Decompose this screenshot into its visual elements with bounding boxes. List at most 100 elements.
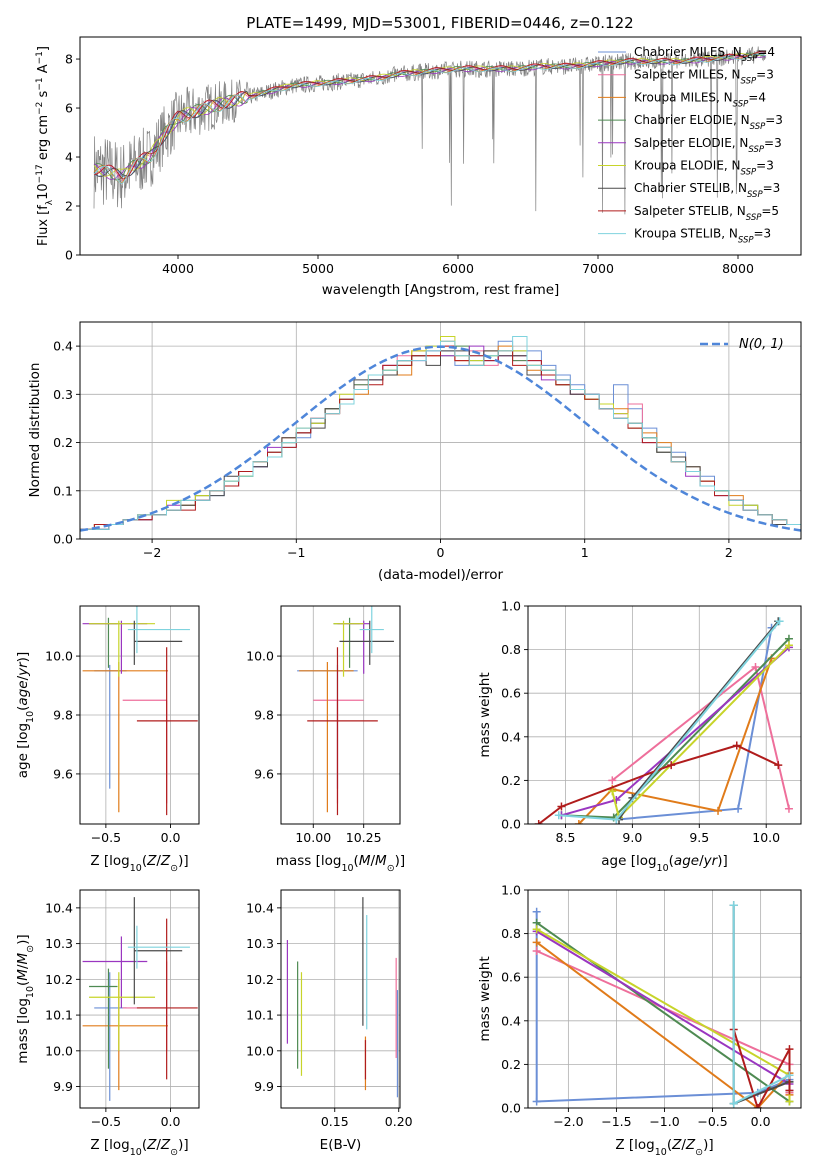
model-line <box>93 53 767 184</box>
data-point <box>775 617 784 626</box>
x-tick-label: 7000 <box>582 261 614 276</box>
axes-frame <box>527 889 802 1109</box>
legend-label-part: Salpeter MILES, N <box>634 68 741 82</box>
y-axis-label: mass [log10(M/M⊙)] <box>15 934 36 1063</box>
axis-label-part: Z <box>685 1137 696 1153</box>
y-axis-label: mass weight <box>477 672 493 757</box>
y-tick-label: 0.8 <box>501 926 521 941</box>
axes-frame <box>79 36 802 256</box>
axis-label-part: / <box>156 1137 161 1153</box>
legend-label: Kroupa MILES, NSSP=4 <box>634 90 766 109</box>
legend-label-part: SSP <box>742 54 758 64</box>
legend-label-part: SSP <box>733 99 749 109</box>
x-axis-label: E(B-V) <box>320 1137 362 1153</box>
axis-label-part: mass [log <box>276 853 342 869</box>
x-tick-label: 10.00 <box>295 830 331 845</box>
legend-label: Kroupa STELIB, NSSP=3 <box>634 227 771 246</box>
plot-area <box>286 897 399 1098</box>
plot-area <box>532 901 794 1108</box>
series-line <box>536 921 791 1104</box>
data-point <box>784 804 793 813</box>
legend-label: Chabrier STELIB, NSSP=3 <box>634 181 780 200</box>
x-tick-label: −1.0 <box>649 1114 679 1129</box>
plot-area <box>534 617 793 824</box>
legend-label-part: SSP <box>738 236 754 246</box>
axis-label-part: M <box>15 952 31 964</box>
y-tick-label: 10.2 <box>246 972 274 987</box>
x-tick-label: −2.0 <box>553 1114 583 1129</box>
axis-label-part: ⊙ <box>170 1147 178 1158</box>
x-tick-label: 5000 <box>302 261 334 276</box>
axis-label-part: ⊙ <box>170 863 178 874</box>
legend-label: Salpeter MILES, NSSP=3 <box>634 68 774 87</box>
legend-label-part: =3 <box>756 68 774 82</box>
y-tick-label: 6 <box>65 101 73 116</box>
legend-label: Salpeter ELODIE, NSSP=3 <box>634 136 782 155</box>
y-tick-label: 10.1 <box>246 1008 274 1023</box>
chart-age_vs_Z: −0.5 0.09.69.810.0Z [log10(Z/Z⊙)]age [log… <box>15 605 200 874</box>
y-tick-label: 10.0 <box>246 649 274 664</box>
data-point <box>785 1045 794 1054</box>
y-tick-label: 0.4 <box>501 729 521 744</box>
chart-mass_vs_EBV: 0.15 0.20 9.9 10.0 10.1 10.2 10.3 10.4 E(B-V) <box>246 889 413 1153</box>
x-tick-label: 2 <box>725 545 733 560</box>
axis-label-part: Z <box>146 853 157 869</box>
data-point <box>785 1071 794 1080</box>
x-tick-label: 0.0 <box>751 1114 771 1129</box>
legend-label: Chabrier ELODIE, NSSP=3 <box>634 113 783 132</box>
data-point <box>608 787 617 796</box>
y-axis-label: mass weight <box>477 956 493 1041</box>
y-tick-label: 0 <box>65 248 73 263</box>
axis-label-part: ] <box>36 46 51 51</box>
axis-label-part: −1 <box>35 51 45 64</box>
y-tick-label: 0.2 <box>501 1057 521 1072</box>
y-tick-label: 10.3 <box>45 936 73 951</box>
legend-label: N(0, 1) <box>739 337 784 352</box>
data-point <box>532 1097 541 1106</box>
y-tick-label: 0.2 <box>53 435 73 450</box>
axis-label-part: Flux [f <box>36 205 51 246</box>
legend-label-part: Kroupa ELODIE, N <box>634 159 741 173</box>
legend-label-part: =3 <box>764 136 782 150</box>
x-tick-label: 0.0 <box>161 1114 181 1129</box>
x-tick-label: 9.5 <box>689 830 709 845</box>
data-point <box>554 811 563 820</box>
axis-label-part: Z <box>160 853 171 869</box>
plot-area <box>297 606 394 816</box>
axis-label-part: age <box>15 680 31 705</box>
y-tick-label: 0.1 <box>53 483 73 498</box>
axis-label-part: )] <box>178 853 189 869</box>
y-tick-label: 9.9 <box>53 1079 73 1094</box>
axis-label-part: Z <box>146 1137 157 1153</box>
legend-label-part: SSP <box>750 122 766 132</box>
axis-label-part: )] <box>703 1137 714 1153</box>
y-tick-label: 1.0 <box>501 599 521 614</box>
axis-label-part: / <box>15 675 31 680</box>
y-axis-label: age [log10(age/yr)] <box>15 652 36 778</box>
x-tick-label: 10.25 <box>346 830 382 845</box>
legend-label-part: =3 <box>765 113 783 127</box>
axis-label-part: age [log <box>15 723 31 778</box>
axis-label-part: yr <box>15 661 31 677</box>
data-point <box>785 1086 794 1095</box>
data-point <box>557 802 566 811</box>
y-tick-label: 0.6 <box>501 686 521 701</box>
data-point <box>532 947 541 956</box>
legend-label-part: Salpeter STELIB, N <box>634 204 746 218</box>
axis-label-part: 10 <box>657 863 669 874</box>
y-tick-label: 0.4 <box>501 1013 521 1028</box>
x-tick-label: 1 <box>581 545 589 560</box>
axes-frame <box>280 605 401 825</box>
axis-label-part: 10 <box>25 711 36 723</box>
y-axis-label: Normed distribution <box>27 363 43 498</box>
series-line <box>558 620 781 821</box>
y-tick-label: 10.1 <box>45 1008 73 1023</box>
axis-label-part: ( <box>667 1137 672 1153</box>
axis-label-part: Z [log <box>615 1137 654 1153</box>
x-tick-label: 0 <box>437 545 445 560</box>
x-tick-label: −0.5 <box>91 1114 121 1129</box>
axis-label-part: ( <box>15 981 31 986</box>
x-tick-label: 10.0 <box>752 830 780 845</box>
legend-label-part: Kroupa MILES, N <box>634 90 733 104</box>
